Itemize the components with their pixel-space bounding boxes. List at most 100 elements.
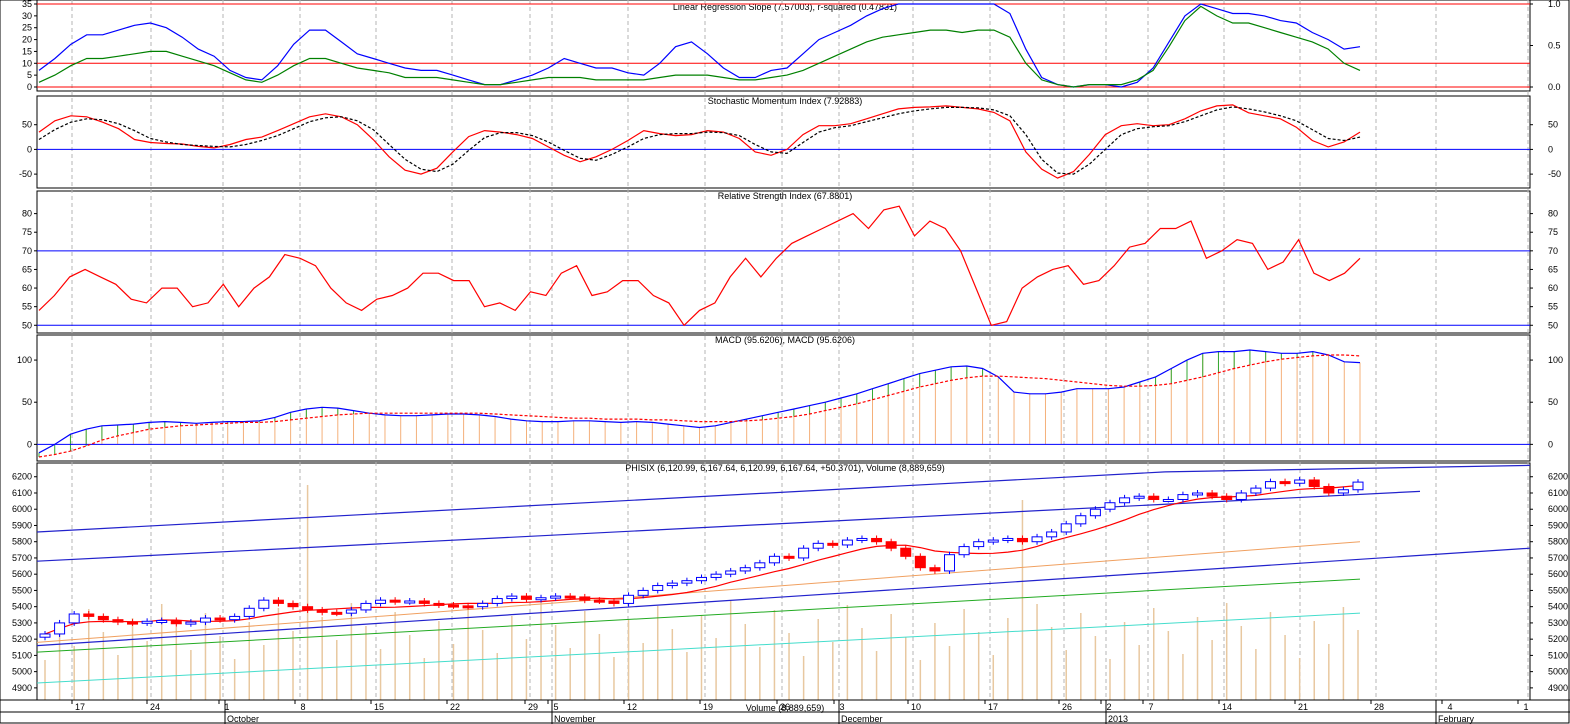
candle-body <box>1323 485 1335 494</box>
left-tick-label: 5000 <box>12 667 32 677</box>
candle-body <box>1250 487 1262 494</box>
left-tick-label: 5500 <box>12 585 32 595</box>
right-tick-label: 1.0 <box>1548 0 1561 9</box>
candle-body <box>68 613 80 624</box>
x-tick-label: 10 <box>911 702 921 712</box>
candle-body <box>520 595 532 600</box>
panel-frame <box>36 95 1531 189</box>
candle-body <box>214 617 226 621</box>
left-tick-label: 5400 <box>12 602 32 612</box>
left-tick-label: 35 <box>22 0 32 9</box>
right-tick-label: -50 <box>1548 169 1561 179</box>
candle-body <box>141 620 153 624</box>
candle-body <box>491 598 503 604</box>
right-tick-label: 75 <box>1548 227 1558 237</box>
panel-frame <box>36 0 1531 92</box>
panel-frame <box>36 334 1531 462</box>
right-tick-label: 0.0 <box>1548 82 1561 92</box>
x-tick-label: 1 <box>224 702 229 712</box>
rsi-title: Relative Strength Index (67.8801) <box>718 191 853 201</box>
candle-body <box>477 602 489 608</box>
candle-body <box>1192 492 1204 496</box>
candle-body <box>418 600 430 604</box>
candle-body <box>1221 495 1233 500</box>
candle-body <box>841 539 853 546</box>
x-axis: 17 24 1 8 15 22 29 5 12 19 26 3 10 17 26 2 7 14 21 28 4 1 Octo… <box>0 699 1570 724</box>
left-tick-label: 50 <box>22 397 32 407</box>
x-tick-label: 3 <box>839 702 844 712</box>
right-tick-label: 5700 <box>1548 553 1568 563</box>
right-tick-label: 5300 <box>1548 618 1568 628</box>
left-tick-label: 5 <box>27 70 32 80</box>
candle-body <box>83 613 95 617</box>
candle-body <box>827 542 839 546</box>
short-moving-average <box>44 484 1359 635</box>
left-tick-label: 6100 <box>12 488 32 498</box>
candle-body <box>302 606 314 611</box>
left-tick-label: 70 <box>22 246 32 256</box>
candle-body <box>331 611 343 615</box>
candle-body <box>375 599 387 604</box>
candle-body <box>54 622 66 635</box>
candle-body <box>958 546 970 556</box>
candle-body <box>404 600 416 604</box>
right-tick-label: 4900 <box>1548 683 1568 693</box>
x-tick-label: 24 <box>150 702 160 712</box>
right-tick-label: 5800 <box>1548 537 1568 547</box>
left-tick-label: 0 <box>27 82 32 92</box>
candle-body <box>652 585 664 591</box>
candle-body <box>608 600 620 604</box>
right-tick-label: 80 <box>1548 209 1558 219</box>
left-tick-label: 0 <box>27 439 32 449</box>
candle-body <box>579 596 591 601</box>
left-tick-label: 15 <box>22 46 32 56</box>
candle-body <box>871 537 883 543</box>
right-tick-label: 60 <box>1548 283 1558 293</box>
candle-body <box>1162 498 1174 502</box>
left-tick-label: 65 <box>22 264 32 274</box>
candle-body <box>1119 497 1131 504</box>
right-tick-label: 50 <box>1548 397 1558 407</box>
candle-body <box>754 562 766 569</box>
candle-body <box>1075 515 1087 525</box>
candle-body <box>1046 531 1058 538</box>
candle-body <box>389 599 401 603</box>
x-tick-label: 14 <box>1222 702 1232 712</box>
left-tick-label: 0 <box>27 144 32 154</box>
candle-body <box>156 619 168 623</box>
axis-ticks: 353025201510501.00.50.0500-50500-5080757… <box>12 0 1568 693</box>
lrs-series-line <box>38 3 1361 88</box>
trend-channel-line <box>36 490 1421 562</box>
candle-body <box>1089 508 1101 517</box>
lrs-panel-plot <box>37 3 1530 88</box>
candle-body <box>433 602 445 606</box>
x-tick-label: 5 <box>553 702 558 712</box>
candle-body <box>593 599 605 603</box>
right-tick-label: 5600 <box>1548 569 1568 579</box>
candle-body <box>462 605 474 609</box>
candle-body <box>1016 537 1028 543</box>
candle-body <box>316 609 328 613</box>
x-tick-label: 29 <box>528 702 538 712</box>
candle-body <box>637 589 649 596</box>
candle-body <box>812 542 824 549</box>
month-label: October <box>227 714 259 724</box>
candle-body <box>287 602 299 608</box>
right-tick-label: 5400 <box>1548 602 1568 612</box>
x-tick-label: 17 <box>988 702 998 712</box>
smi-panel-plot <box>37 104 1530 179</box>
left-tick-label: 5600 <box>12 569 32 579</box>
left-tick-label: 60 <box>22 283 32 293</box>
candle-body <box>1235 492 1247 500</box>
x-tick-label: 26 <box>1062 702 1072 712</box>
panel-frame <box>36 462 1531 701</box>
trend-channel-line <box>36 471 1166 533</box>
candle-body <box>987 539 999 543</box>
candle-body <box>973 541 985 548</box>
macd-panel-plot <box>37 349 1530 458</box>
candle-body <box>885 541 897 549</box>
candle-body <box>710 573 722 578</box>
right-tick-label: 0.5 <box>1548 41 1561 51</box>
candle-body <box>127 621 139 625</box>
